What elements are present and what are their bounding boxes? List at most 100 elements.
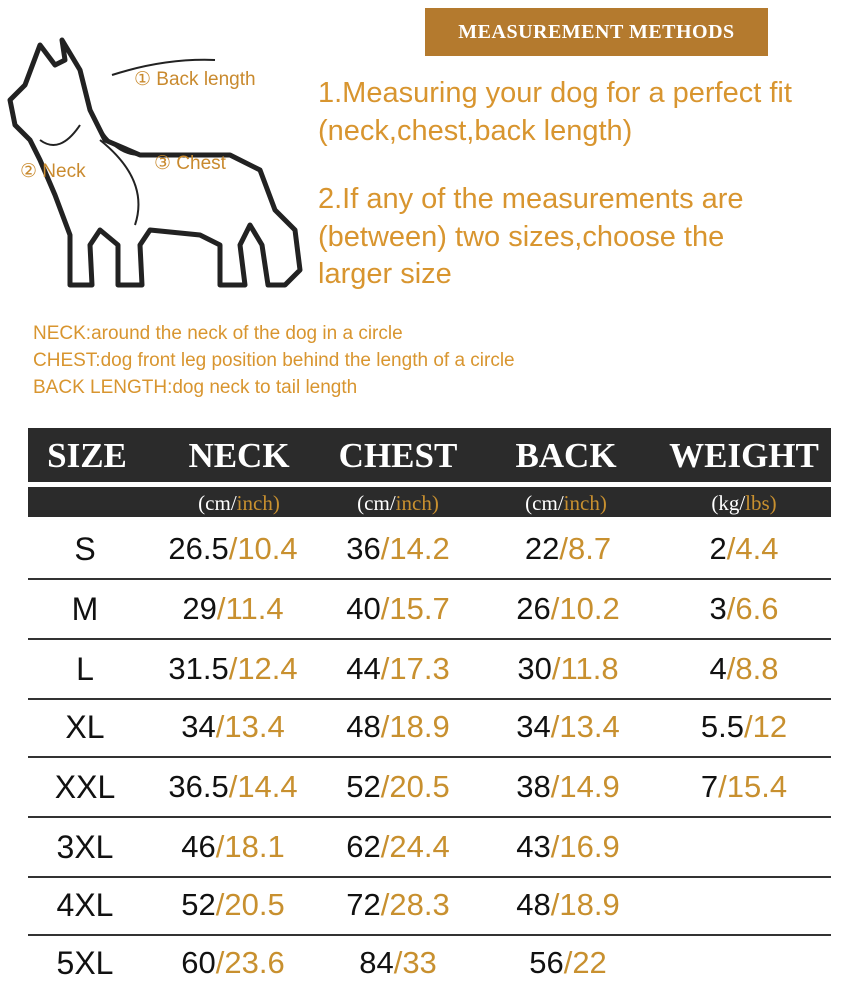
separator: / bbox=[380, 591, 390, 626]
measure-cell: 29/11.4 bbox=[182, 580, 283, 638]
separator: / bbox=[744, 709, 753, 744]
unit-imperial: lbs) bbox=[745, 491, 777, 515]
separator: / bbox=[726, 651, 736, 686]
metric-value: 46 bbox=[181, 829, 216, 864]
note-line: CHEST:dog front leg position behind the … bbox=[33, 350, 515, 371]
imperial-value: 11.4 bbox=[225, 591, 284, 626]
table-row: L 31.5/12.4 44/17.3 30/11.8 4/8.8 bbox=[28, 640, 831, 700]
separator: / bbox=[559, 531, 568, 566]
table-row: XL 34/13.4 48/18.9 34/13.4 5.5/12 bbox=[28, 698, 831, 758]
metric-value: 29 bbox=[182, 591, 217, 626]
metric-value: 5.5 bbox=[700, 709, 744, 744]
measure-cell: 84/33 bbox=[359, 934, 437, 992]
note-line: BACK LENGTH:dog neck to tail length bbox=[33, 377, 358, 398]
imperial-value: 20.5 bbox=[389, 769, 450, 804]
imperial-value: 15.7 bbox=[389, 591, 450, 626]
table-row: M 29/11.4 40/15.7 26/10.2 3/6.6 bbox=[28, 580, 831, 640]
imperial-value: 14.9 bbox=[559, 769, 620, 804]
dog-diagram bbox=[7, 37, 303, 288]
imperial-value: 28.3 bbox=[389, 887, 450, 922]
separator: / bbox=[380, 709, 390, 744]
metric-value: 4 bbox=[709, 651, 727, 686]
unit-imperial: inch) bbox=[395, 491, 439, 515]
metric-value: 7 bbox=[700, 769, 719, 804]
unit-label: (cm/inch) bbox=[357, 487, 439, 519]
unit-imperial: inch) bbox=[563, 491, 607, 515]
measure-cell: 60/23.6 bbox=[181, 934, 284, 992]
separator: / bbox=[550, 591, 560, 626]
unit-label: (cm/inch) bbox=[198, 487, 280, 519]
metric-value: 52 bbox=[346, 769, 381, 804]
measure-cell: 52/20.5 bbox=[181, 876, 284, 934]
imperial-value: 18.1 bbox=[224, 829, 285, 864]
metric-value: 62 bbox=[346, 829, 381, 864]
imperial-value: 8.7 bbox=[568, 531, 612, 566]
measure-cell: 40/15.7 bbox=[346, 580, 449, 638]
separator: / bbox=[550, 887, 560, 922]
table-row: 3XL 46/18.1 62/24.4 43/16.9 bbox=[28, 818, 831, 878]
measure-cell: 44/17.3 bbox=[346, 640, 449, 698]
unit-separator: / bbox=[557, 491, 564, 515]
separator: / bbox=[380, 829, 390, 864]
imperial-value: 18.9 bbox=[559, 887, 620, 922]
imperial-value: 23.6 bbox=[224, 945, 285, 980]
measure-cell: 36.5/14.4 bbox=[168, 758, 297, 816]
metric-value: 43 bbox=[516, 829, 551, 864]
imperial-value: 22 bbox=[572, 945, 607, 980]
imperial-value: 10.4 bbox=[237, 531, 298, 566]
separator: / bbox=[380, 531, 390, 566]
separator: / bbox=[393, 945, 403, 980]
imperial-value: 13.4 bbox=[559, 709, 620, 744]
imperial-value: 24.4 bbox=[389, 829, 450, 864]
separator: / bbox=[550, 829, 560, 864]
size-cell: XXL bbox=[54, 769, 116, 805]
metric-value: 56 bbox=[529, 945, 564, 980]
size-cell: M bbox=[71, 591, 99, 627]
tip-line: 2.If any of the measurements are bbox=[318, 183, 744, 215]
measure-cell: 22/8.7 bbox=[525, 520, 611, 578]
unit-label: (cm/inch) bbox=[525, 487, 607, 519]
imperial-value: 14.4 bbox=[237, 769, 298, 804]
imperial-value: 12.4 bbox=[237, 651, 298, 686]
imperial-value: 8.8 bbox=[735, 651, 779, 686]
metric-value: 26.5 bbox=[168, 531, 229, 566]
measure-cell: 5.5/12 bbox=[701, 698, 787, 756]
metric-value: 38 bbox=[516, 769, 551, 804]
separator: / bbox=[215, 945, 225, 980]
size-cell: L bbox=[76, 651, 94, 687]
size-cell: 5XL bbox=[56, 945, 114, 981]
metric-value: 48 bbox=[346, 709, 381, 744]
unit-imperial: inch) bbox=[236, 491, 280, 515]
metric-value: 72 bbox=[346, 887, 381, 922]
table-row: XXL 36.5/14.4 52/20.5 38/14.9 7/15.4 bbox=[28, 758, 831, 818]
measure-cell: 52/20.5 bbox=[346, 758, 449, 816]
column-header: SIZE bbox=[47, 436, 127, 475]
measure-cell: 34/13.4 bbox=[516, 698, 619, 756]
table-units: (cm/inch) (cm/inch) (cm/inch) (kg/lbs) bbox=[28, 487, 831, 517]
imperial-value: 6.6 bbox=[735, 591, 779, 626]
metric-value: 36.5 bbox=[168, 769, 229, 804]
metric-value: 22 bbox=[524, 531, 560, 566]
unit-metric: (cm bbox=[198, 491, 231, 515]
metric-value: 26 bbox=[516, 591, 551, 626]
size-cell: XL bbox=[65, 709, 105, 745]
table-row: S 26.5/10.4 36/14.2 22/8.7 2/4.4 bbox=[28, 520, 831, 580]
separator: / bbox=[563, 945, 573, 980]
size-cell: S bbox=[74, 531, 96, 567]
unit-metric: (cm bbox=[357, 491, 390, 515]
tip-line: 1.Measuring your dog for a perfect fit bbox=[318, 77, 792, 109]
imperial-value: 17.3 bbox=[389, 651, 450, 686]
imperial-value: 4.4 bbox=[735, 531, 779, 566]
metric-value: 3 bbox=[709, 591, 727, 626]
tip-line: (neck,chest,back length) bbox=[318, 115, 633, 147]
measure-cell: 31.5/12.4 bbox=[168, 640, 297, 698]
column-header: NECK bbox=[188, 436, 290, 475]
imperial-value: 14.2 bbox=[389, 531, 450, 566]
imperial-value: 20.5 bbox=[224, 887, 285, 922]
metric-value: 36 bbox=[346, 531, 381, 566]
metric-value: 30 bbox=[517, 651, 552, 686]
column-header: WEIGHT bbox=[669, 436, 819, 475]
note-line: NECK:around the neck of the dog in a cir… bbox=[33, 323, 403, 344]
separator: / bbox=[228, 531, 238, 566]
